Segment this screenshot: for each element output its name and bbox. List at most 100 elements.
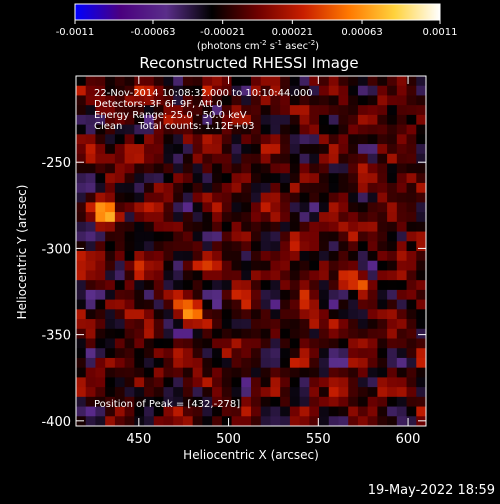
heatmap-cell — [134, 212, 145, 223]
heatmap-cell — [124, 367, 135, 378]
heatmap-cell — [221, 85, 232, 96]
heatmap-cell — [231, 76, 242, 87]
heatmap-cell — [309, 377, 320, 388]
y-axis-label: Heliocentric Y (arcsec) — [15, 185, 29, 320]
heatmap-cell — [144, 319, 155, 330]
heatmap-cell — [309, 134, 320, 145]
heatmap-cell — [377, 212, 388, 223]
heatmap-cell — [377, 76, 388, 87]
heatmap-cell — [134, 348, 145, 359]
heatmap-cell — [367, 241, 378, 252]
heatmap-cell — [221, 241, 232, 252]
heatmap-cell — [348, 231, 359, 242]
heatmap-cell — [338, 202, 349, 213]
heatmap-cell — [377, 270, 388, 281]
heatmap-cell — [280, 309, 291, 320]
heatmap-cell — [348, 251, 359, 262]
heatmap-cell — [289, 76, 301, 87]
heatmap-cell — [192, 251, 203, 262]
x-tick-label: 550 — [306, 432, 331, 447]
heatmap-cell — [85, 105, 96, 116]
heatmap-cell — [134, 124, 145, 135]
heatmap-cell — [406, 357, 417, 369]
heatmap-cell — [202, 173, 213, 184]
heatmap-cell — [406, 144, 417, 155]
heatmap-cell — [173, 153, 184, 164]
heatmap-cell — [182, 251, 194, 262]
heatmap-cell — [289, 280, 301, 291]
heatmap-cell — [387, 182, 398, 194]
heatmap-cell — [95, 76, 106, 87]
heatmap-cell — [280, 260, 291, 271]
heatmap-cell — [182, 241, 194, 252]
heatmap-cell — [319, 241, 330, 252]
heatmap-cell — [338, 367, 349, 378]
heatmap-cell — [270, 144, 281, 155]
heatmap-cell — [338, 85, 349, 96]
heatmap-cell — [124, 124, 135, 135]
heatmap-cell — [134, 202, 145, 213]
heatmap-cell — [396, 76, 407, 87]
heatmap-cell — [241, 328, 252, 339]
heatmap-cell — [241, 387, 252, 398]
heatmap-cell — [377, 348, 388, 359]
heatmap-cell — [144, 192, 155, 203]
heatmap-cell — [387, 105, 398, 116]
heatmap-cell — [173, 192, 184, 203]
heatmap-cell — [251, 406, 262, 417]
heatmap-cell — [163, 153, 174, 164]
heatmap-cell — [270, 270, 281, 281]
heatmap-cell — [173, 367, 184, 378]
x-tick-label: 500 — [216, 432, 241, 447]
heatmap-cell — [251, 221, 262, 232]
heatmap-cell — [76, 163, 87, 174]
info-clean-counts: Clean Total counts: 1.12E+03 — [94, 121, 254, 132]
heatmap-cell — [153, 114, 164, 126]
heatmap-cell — [348, 319, 359, 330]
heatmap-cell — [299, 406, 310, 417]
heatmap-cell — [221, 231, 232, 242]
heatmap-cell — [163, 173, 174, 184]
heatmap-cell — [85, 221, 96, 232]
heatmap-cell — [319, 221, 330, 232]
heatmap-cell — [270, 260, 281, 271]
heatmap-cell — [153, 153, 164, 164]
heatmap-cell — [348, 328, 359, 339]
heatmap-cell — [182, 182, 194, 194]
heatmap-cell — [251, 231, 262, 242]
x-tick-label: 600 — [396, 432, 421, 447]
heatmap-cell — [124, 202, 135, 213]
heatmap-cell — [202, 153, 213, 164]
heatmap-cell — [241, 212, 252, 223]
heatmap-cell — [182, 367, 194, 378]
heatmap-cell — [357, 192, 369, 203]
heatmap-cell — [134, 105, 145, 116]
heatmap-cell — [241, 367, 252, 378]
heatmap-cell — [309, 231, 320, 242]
heatmap-cell — [387, 212, 398, 223]
heatmap-cell — [377, 338, 388, 349]
heatmap-cell — [270, 85, 281, 96]
heatmap-cell — [182, 377, 194, 388]
heatmap-cell — [241, 182, 252, 194]
heatmap-cell — [85, 270, 96, 281]
heatmap-cell — [134, 367, 145, 378]
heatmap-cell — [260, 124, 271, 135]
heatmap-cell — [260, 241, 271, 252]
heatmap-cell — [299, 309, 310, 320]
heatmap-cell — [153, 319, 164, 330]
heatmap-cell — [221, 377, 232, 388]
heatmap-cell — [105, 377, 116, 388]
heatmap-cell — [338, 387, 349, 398]
heatmap-cell — [309, 95, 320, 106]
heatmap-cell — [280, 76, 291, 87]
heatmap-cell — [338, 309, 349, 320]
heatmap-cell — [309, 144, 320, 155]
heatmap-cell — [163, 319, 174, 330]
colorbar-tick-label: -0.00063 — [130, 27, 175, 38]
heatmap-cell — [289, 319, 301, 330]
heatmap-cell — [124, 212, 135, 223]
heatmap-cell — [182, 144, 194, 155]
heatmap-cell — [367, 134, 378, 145]
heatmap-cell — [289, 338, 301, 349]
